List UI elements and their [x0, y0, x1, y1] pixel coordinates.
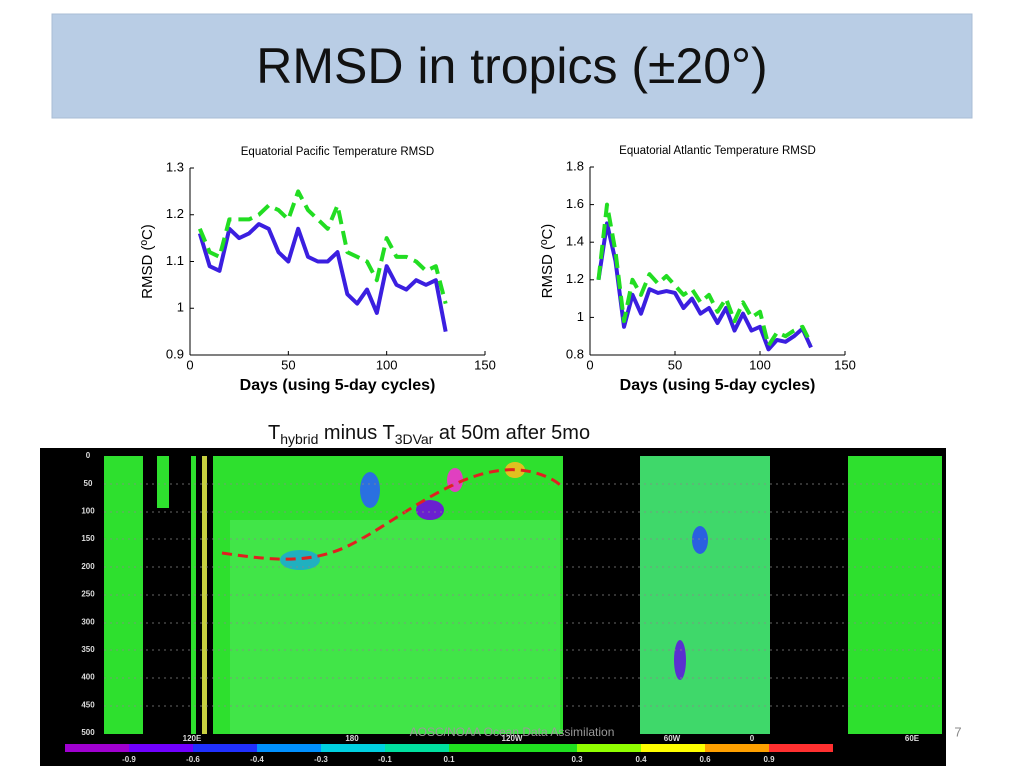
y-tick-label: 1	[177, 300, 184, 315]
x-tick-label: 100	[376, 357, 398, 372]
depth-label: 400	[81, 673, 95, 682]
heatmap	[40, 448, 946, 766]
data-line	[596, 221, 813, 352]
depth-label: 0	[86, 451, 91, 460]
colorbar-label: 0.3	[571, 755, 583, 764]
depth-label: 100	[81, 507, 95, 516]
depth-label: 450	[81, 700, 95, 709]
caption-text: T	[268, 422, 280, 444]
lon-label: 120E	[183, 734, 202, 743]
page-number: 7	[954, 724, 961, 739]
y-tick-label: 1.1	[166, 253, 184, 268]
colorbar-label: 0.9	[763, 755, 775, 764]
data-line	[197, 222, 448, 333]
depth-label: 500	[81, 728, 95, 737]
x-tick-label: 150	[474, 357, 496, 372]
lon-label: 0	[750, 734, 755, 743]
colorbar-label: 0.4	[635, 755, 647, 764]
y-tick-label: 0.8	[566, 346, 584, 361]
data-line	[197, 189, 448, 305]
lon-label: 60W	[664, 734, 681, 743]
chart-title: Equatorial Pacific Temperature RMSD	[241, 146, 434, 158]
caption-text: at 50m after 5mo	[433, 422, 590, 444]
caption-subscript: 3DVar	[395, 431, 434, 447]
colorbar-label: -0.3	[314, 755, 328, 764]
x-tick-label: 0	[586, 357, 593, 372]
x-tick-label: 0	[186, 357, 193, 372]
lon-label: 120W	[502, 734, 523, 743]
depth-label: 350	[81, 645, 95, 654]
colorbar-label: 0.6	[699, 755, 711, 764]
lon-label: 60E	[905, 734, 920, 743]
caption-subscript: hybrid	[280, 431, 318, 447]
depth-label: 150	[81, 534, 95, 543]
y-tick-label: 1	[577, 309, 584, 324]
lon-label: 180	[345, 734, 359, 743]
x-tick-label: 50	[668, 357, 682, 372]
title-box	[51, 13, 973, 119]
y-tick-label: 1.4	[566, 234, 584, 249]
colorbar-label: -0.6	[186, 755, 200, 764]
y-axis-label: RMSD (ºC)	[539, 224, 556, 299]
x-tick-label: 150	[834, 357, 856, 372]
figure-caption: Thybrid minus T3DVar at 50m after 5mo	[268, 422, 590, 446]
colorbar	[65, 744, 833, 752]
colorbar-label: 0.1	[443, 755, 455, 764]
x-tick-label: 100	[749, 357, 771, 372]
depth-label: 50	[84, 479, 93, 488]
x-axis-label: Days (using 5-day cycles)	[240, 377, 436, 394]
y-tick-label: 1.6	[566, 196, 584, 211]
colorbar-label: -0.1	[378, 755, 392, 764]
y-tick-label: 1.2	[166, 206, 184, 221]
x-tick-label: 50	[281, 357, 295, 372]
footer: AOSC/NOAA Ocean Data Assimilation	[410, 725, 615, 739]
x-axis-label: Days (using 5-day cycles)	[620, 377, 816, 394]
y-tick-label: 1.8	[566, 158, 584, 173]
data-line	[596, 202, 813, 348]
y-tick-label: 1.2	[566, 271, 584, 286]
y-tick-label: 1.3	[166, 159, 184, 174]
chart-title: Equatorial Atlantic Temperature RMSD	[619, 145, 816, 157]
colorbar-label: -0.9	[122, 755, 136, 764]
depth-label: 300	[81, 617, 95, 626]
y-tick-label: 0.9	[166, 346, 184, 361]
slide-title: RMSD in tropics (±20°)	[256, 38, 767, 94]
colorbar-label: -0.4	[250, 755, 264, 764]
depth-label: 200	[81, 562, 95, 571]
depth-label: 250	[81, 590, 95, 599]
y-axis-label: RMSD (ºC)	[139, 224, 156, 299]
caption-text: minus T	[318, 422, 394, 444]
